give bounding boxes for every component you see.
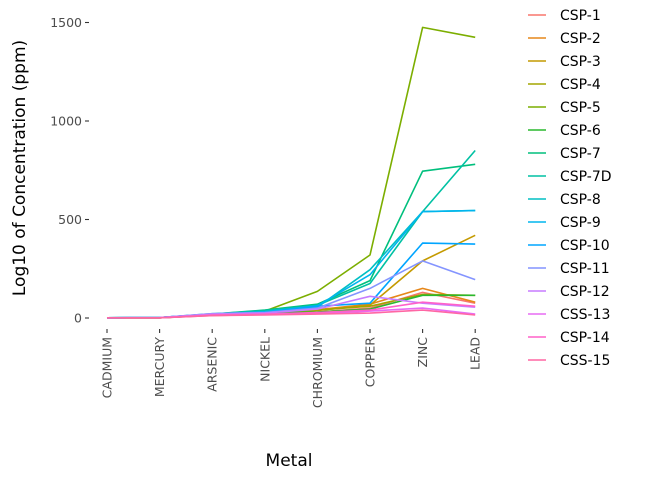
series-line-csp-3 — [107, 234, 476, 319]
legend-label-csp-14: CSP-14 — [560, 330, 610, 346]
x-tick-label: ZINC — [415, 337, 430, 368]
y-tick-label: 500 — [58, 212, 82, 227]
legend-label-csp-7d: CSP-7D — [560, 169, 612, 185]
legend-label-csp-2: CSP-2 — [560, 31, 601, 47]
legend-label-csp-9: CSP-9 — [560, 215, 601, 231]
legend-label-csp-4: CSP-4 — [560, 77, 601, 93]
y-tick-label: 0 — [74, 311, 82, 326]
x-tick-label: NICKEL — [257, 337, 272, 382]
plot-lines — [106, 26, 476, 319]
legend-label-csp-3: CSP-3 — [560, 54, 601, 70]
x-tick-label: CADMIUM — [100, 337, 115, 398]
y-tick-label: 1000 — [50, 114, 82, 129]
legend-label-csp-11: CSP-11 — [560, 261, 610, 277]
x-tick-label: ARSENIC — [205, 337, 220, 392]
legend-label-csp-1: CSP-1 — [560, 8, 601, 24]
series-line-css-15 — [107, 309, 476, 319]
x-tick-label: MERCURY — [152, 337, 167, 398]
series-line-csp-5 — [106, 26, 476, 319]
y-axis: 0 500 1000 1500 — [50, 15, 89, 326]
legend-label-css-13: CSS-13 — [560, 307, 610, 323]
x-tick-label: COPPER — [363, 337, 378, 388]
x-axis-title: Metal — [266, 451, 313, 471]
legend-label-csp-7: CSP-7 — [560, 146, 601, 162]
legend-label-csp-10: CSP-10 — [560, 238, 610, 254]
y-tick-label: 1500 — [50, 15, 82, 30]
legend-label-csp-8: CSP-8 — [560, 192, 601, 208]
legend-label-csp-5: CSP-5 — [560, 100, 601, 116]
legend-label-css-15: CSS-15 — [560, 353, 610, 369]
legend: CSP-1 CSP-2 CSP-3 CSP-4 CSP-5 CSP-6 CSP-7 CSP-7… — [528, 8, 612, 369]
legend-label-csp-6: CSP-6 — [560, 123, 601, 139]
x-tick-label: CHROMIUM — [310, 337, 325, 408]
legend-label-csp-12: CSP-12 — [560, 284, 610, 300]
x-tick-label: LEAD — [468, 337, 483, 370]
x-axis: CADMIUM MERCURY ARSENIC NICKEL CHROMIUM COPPE… — [100, 329, 483, 408]
y-axis-title: Log10 of Concentration (ppm) — [10, 40, 30, 296]
